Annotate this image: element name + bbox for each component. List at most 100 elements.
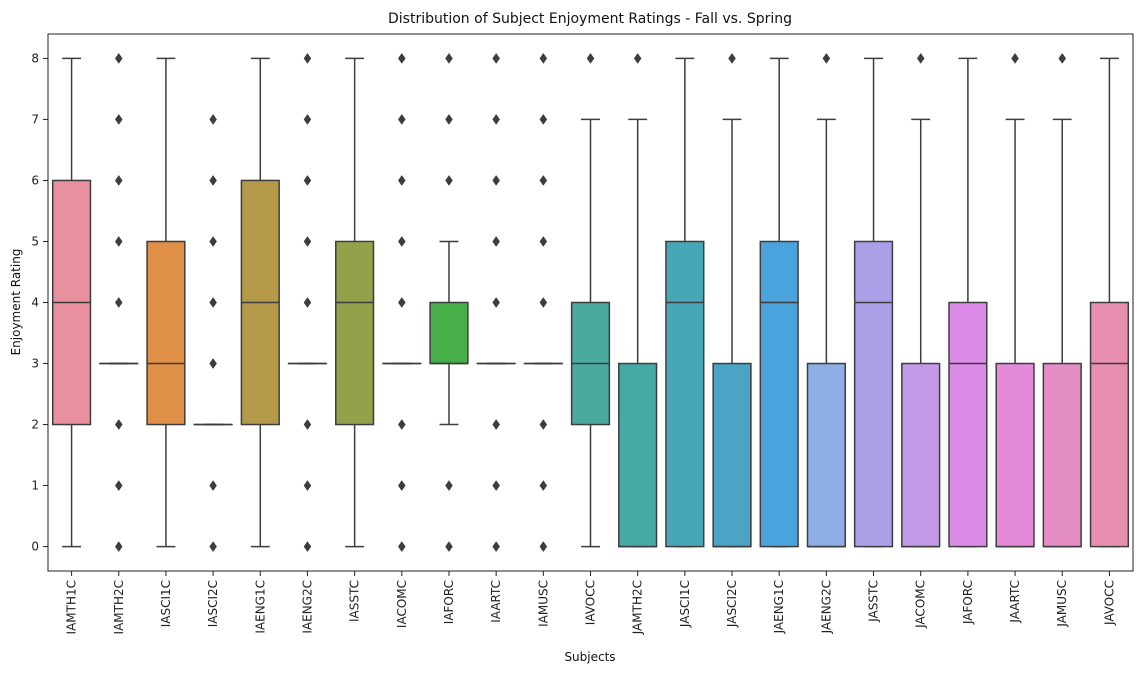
box-iamth2c [99, 52, 139, 553]
plot-frame [47, 33, 1134, 572]
outlier-point [492, 480, 500, 492]
x-tick-label: JAENG1C [772, 580, 786, 634]
x-tick-label: IASCI1C [159, 580, 173, 627]
box-iqr [948, 301, 988, 548]
outlier-point [445, 480, 453, 492]
outlier-point [1058, 52, 1067, 64]
outlier-point [303, 480, 312, 492]
outlier-point [397, 297, 406, 308]
x-tick-label: JAARTC [1008, 580, 1022, 624]
box-jasstc [853, 57, 894, 548]
outlier-point [209, 480, 217, 492]
outlier-point [397, 175, 406, 186]
outlier-point [397, 480, 406, 492]
outlier-point [303, 236, 312, 247]
y-tick-label: 3 [31, 357, 39, 371]
x-tick-label: JAMUSC [1055, 580, 1069, 628]
box-iqr [665, 240, 705, 548]
box-iaeng1c [240, 57, 280, 548]
box-iasci2c [193, 113, 233, 553]
y-tick-label: 6 [31, 173, 39, 187]
x-tick-label: IASCI2C [206, 580, 220, 627]
outlier-point [539, 480, 548, 492]
box-iqr [429, 301, 469, 365]
outlier-point [445, 175, 453, 186]
box-jaforc [948, 57, 988, 548]
x-tick-label: JASSTC [867, 580, 881, 623]
outlier-point [303, 419, 312, 430]
box-iqr [618, 362, 658, 548]
y-tick-label: 5 [31, 234, 39, 248]
outlier-point [492, 175, 500, 186]
outlier-point [539, 175, 548, 186]
box-iacomc [382, 52, 422, 553]
outlier-point [303, 113, 312, 125]
y-tick-label: 7 [31, 112, 39, 126]
box-iamusc [523, 52, 563, 553]
outlier-point [492, 52, 500, 64]
outlier-point [209, 541, 217, 553]
box-iqr [1042, 362, 1082, 548]
x-tick-label: JASCI2C [725, 580, 739, 628]
box-iqr [712, 362, 752, 548]
box-iqr [995, 362, 1035, 548]
box-iaforc [429, 52, 469, 553]
box-iaartc [476, 52, 516, 553]
box-jacomc [901, 52, 941, 548]
x-tick-label: JAENG2C [819, 580, 833, 634]
outlier-point [114, 236, 123, 247]
outlier-point [209, 175, 217, 186]
x-tick-label: IAVOCC [584, 580, 598, 625]
x-tick-label: JACOMC [914, 580, 928, 629]
x-tick-label: IAARTC [489, 580, 503, 623]
outlier-point [397, 419, 406, 430]
box-iqr [853, 240, 894, 548]
box-jaartc [995, 52, 1035, 548]
outlier-point [492, 419, 500, 430]
box-jamusc [1042, 52, 1082, 548]
box-jasci1c [665, 57, 705, 548]
outlier-point [539, 52, 548, 64]
outlier-point [397, 541, 406, 553]
box-iqr [806, 362, 846, 548]
outlier-point [492, 236, 500, 247]
outlier-point [445, 541, 453, 553]
outlier-point [539, 297, 548, 308]
box-iqr [1089, 301, 1130, 548]
box-javocc [1089, 57, 1130, 548]
outlier-point [445, 52, 453, 64]
outlier-point [539, 419, 548, 430]
outlier-point [114, 480, 123, 492]
box-iqr [759, 240, 799, 548]
y-tick-label: 2 [31, 418, 39, 432]
outlier-point [539, 113, 548, 125]
outlier-point [114, 52, 123, 64]
box-iqr [335, 240, 375, 426]
outlier-point [209, 297, 217, 308]
x-tick-label: JASCI1C [678, 580, 692, 628]
outlier-point [397, 52, 406, 64]
y-tick-label: 0 [31, 540, 39, 554]
outlier-point [114, 419, 123, 430]
box-jamth2c [618, 52, 658, 548]
outlier-point [114, 297, 123, 308]
outlier-point [1011, 52, 1019, 64]
outlier-point [539, 541, 548, 553]
box-iavocc [570, 52, 611, 548]
plot-area: 0 1 2 3 4 5 6 7 8 IAMTH1C IAMTH2C IASCI1C IASCI2C IAE… [31, 51, 1130, 635]
outlier-point [209, 113, 217, 125]
x-tick-label: IAMTH2C [112, 580, 126, 634]
box-iqr [146, 240, 186, 426]
outlier-point [822, 52, 831, 64]
x-tick-label: JAMTH2C [631, 580, 645, 635]
outlier-point [397, 113, 406, 125]
outlier-point [539, 236, 548, 247]
box-iqr [901, 362, 941, 548]
x-tick-label: IAENG2C [300, 580, 314, 634]
outlier-point [303, 297, 312, 308]
x-tick-label: IAFORC [442, 580, 456, 624]
outlier-point [303, 175, 312, 186]
outlier-point [586, 52, 595, 64]
box-jasci2c [712, 52, 752, 548]
outlier-point [303, 52, 312, 64]
